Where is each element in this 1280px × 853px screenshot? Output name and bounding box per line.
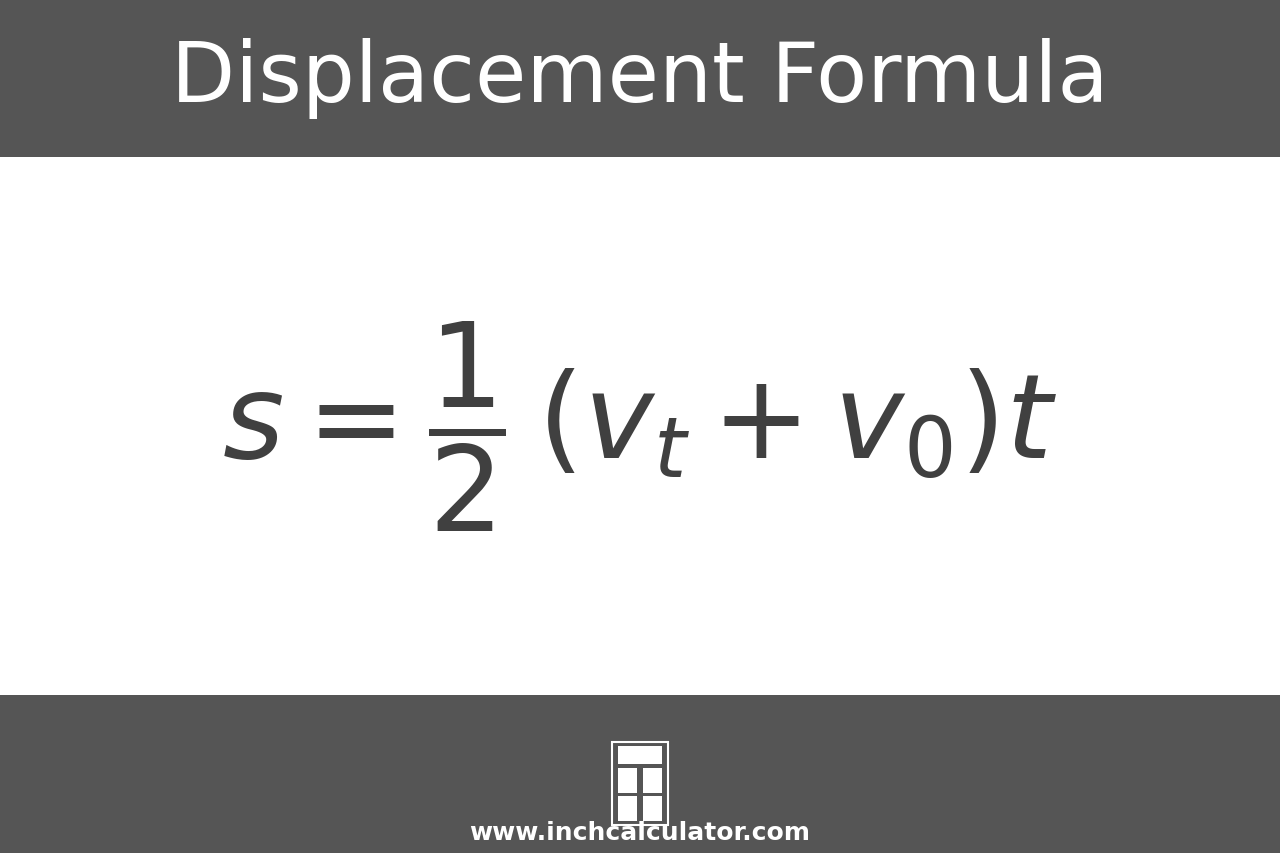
Text: $s = \dfrac{1}{2}\,\left(v_t + v_0\right)t$: $s = \dfrac{1}{2}\,\left(v_t + v_0\right… bbox=[223, 319, 1057, 534]
Bar bbox=[618, 746, 662, 764]
Bar bbox=[643, 768, 662, 792]
Text: Displacement Formula: Displacement Formula bbox=[172, 38, 1108, 119]
Text: www.inchcalculator.com: www.inchcalculator.com bbox=[470, 821, 810, 844]
Bar bbox=[618, 796, 637, 821]
Bar bbox=[643, 796, 662, 821]
Bar bbox=[612, 742, 668, 825]
Bar bbox=[0, 0, 1280, 158]
Bar bbox=[0, 695, 1280, 853]
Bar bbox=[618, 768, 637, 792]
